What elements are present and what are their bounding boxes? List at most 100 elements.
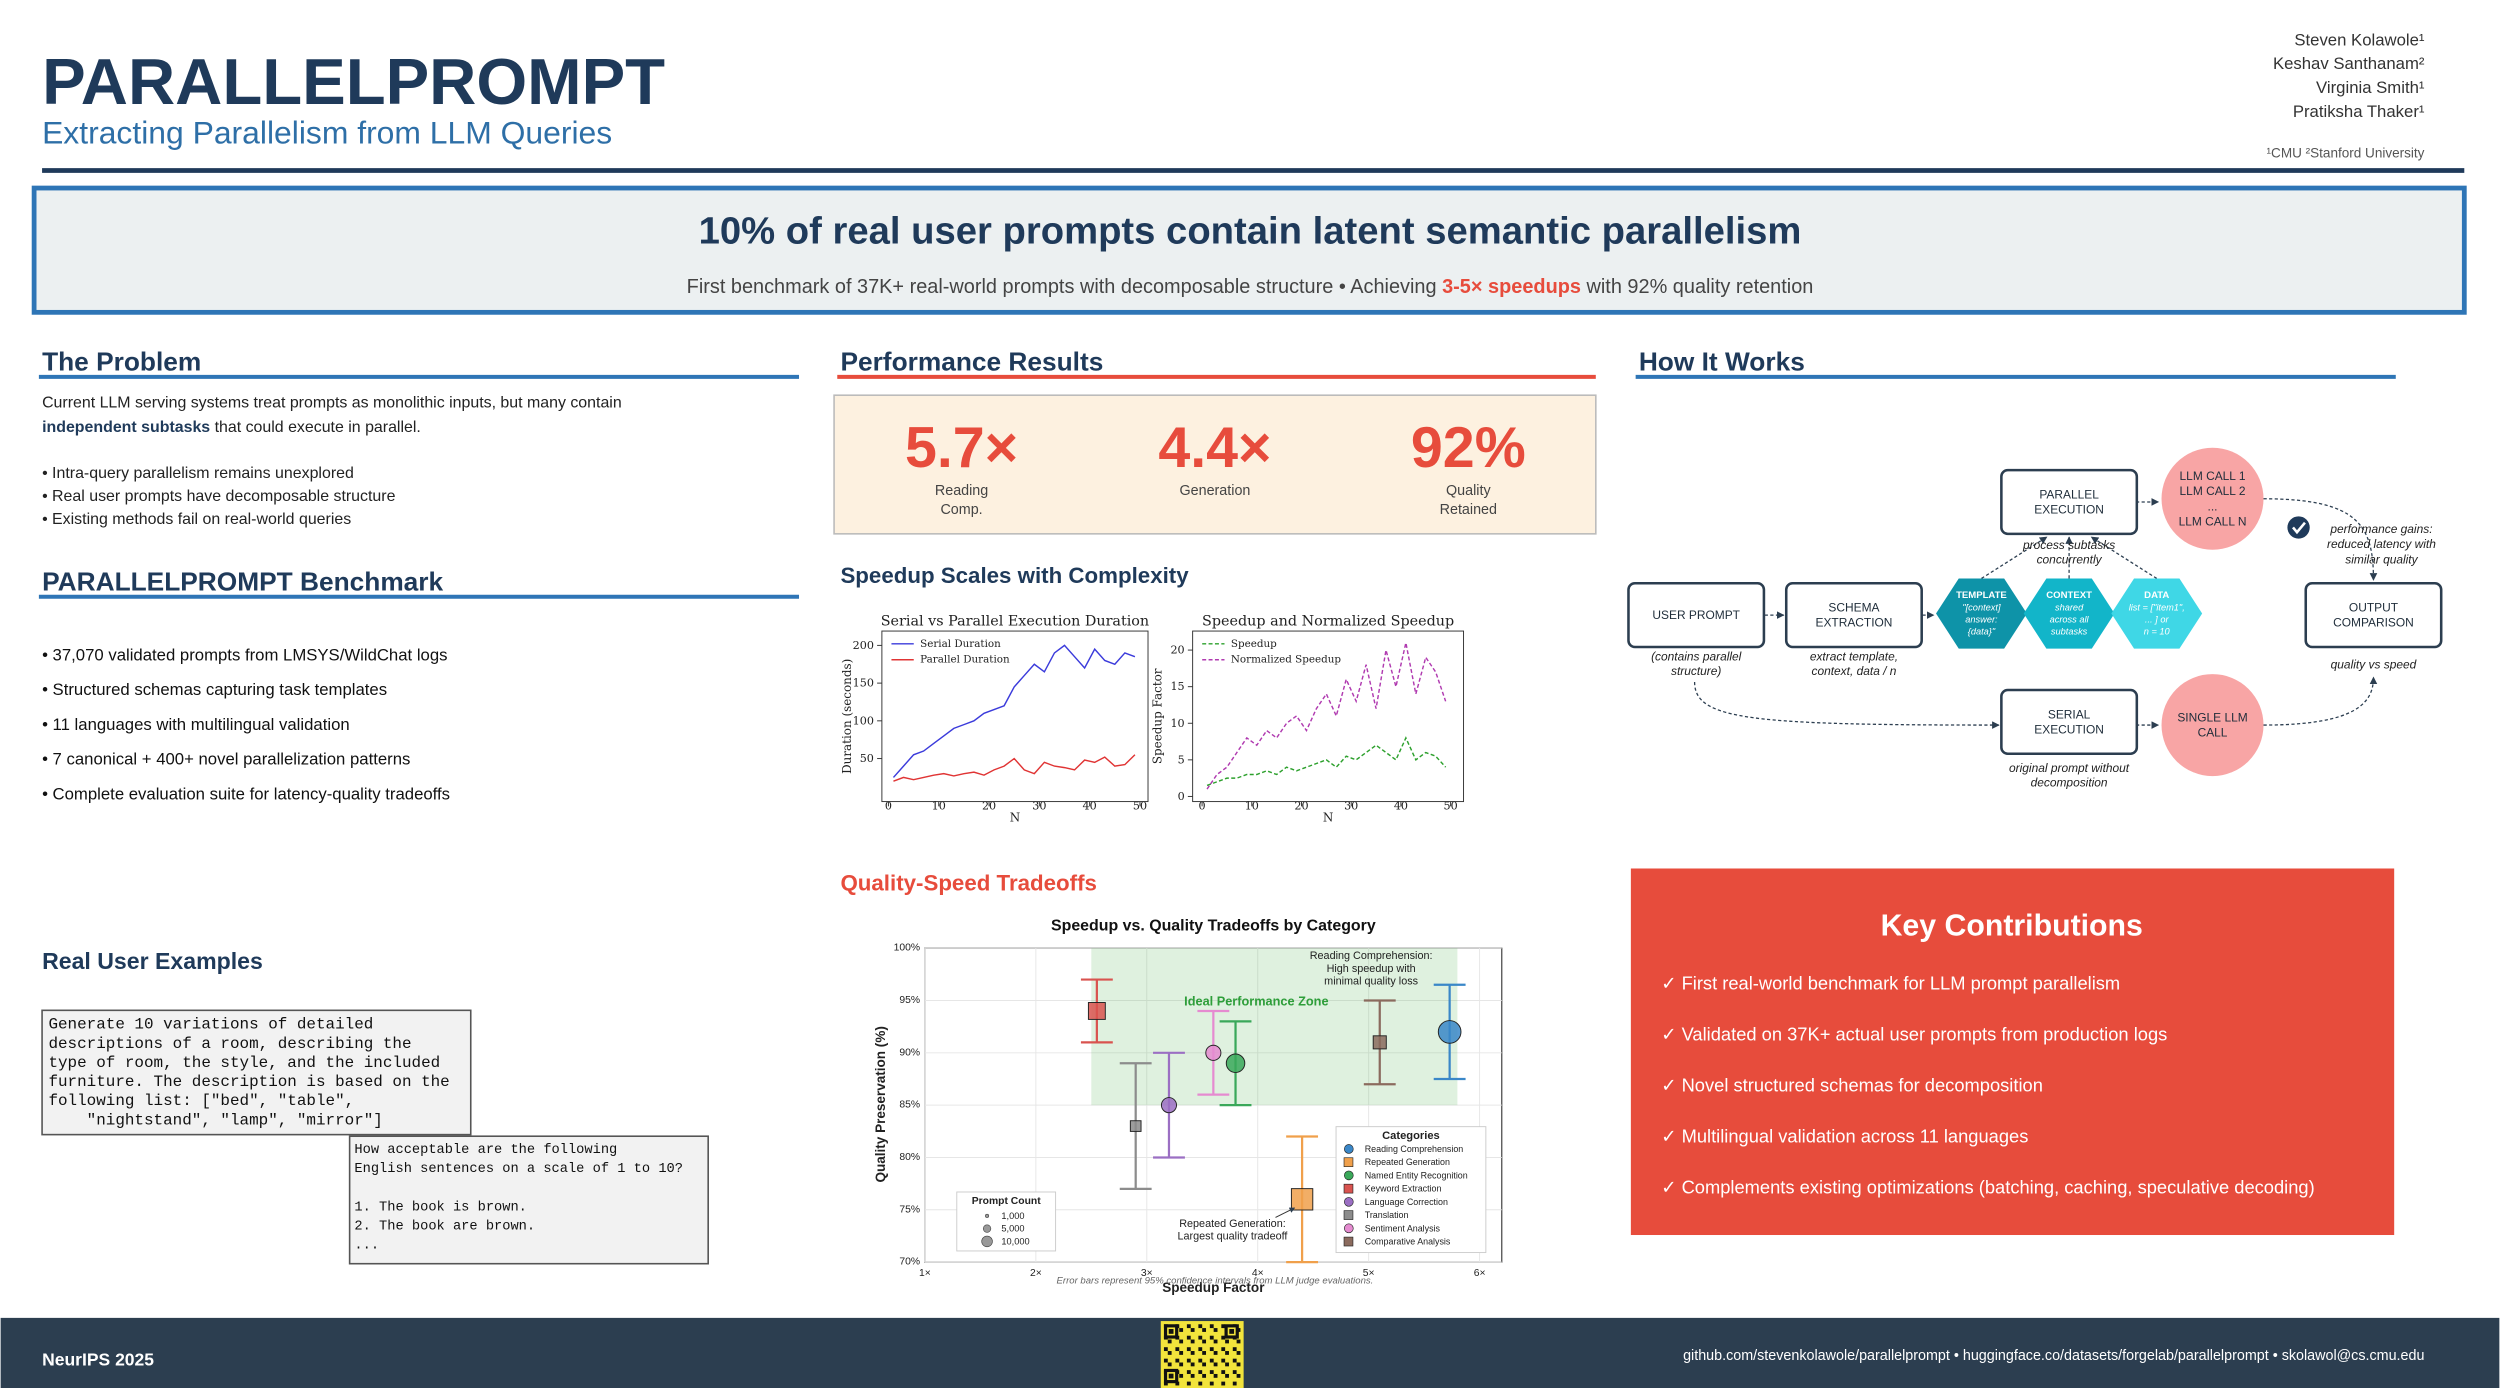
bullet: • Existing methods fail on real-world qu… (42, 511, 351, 528)
y-tick-label: 15 (1170, 680, 1184, 693)
x-tick-label: 20 (1294, 800, 1308, 813)
legend-title: Prompt Count (972, 1196, 1042, 1207)
axis-label: Quality Preservation (%) (873, 1026, 888, 1182)
qr-cell (1179, 1351, 1184, 1355)
axis-label: Speedup Factor (1162, 1280, 1265, 1295)
y-tick-label: 0 (1178, 790, 1185, 803)
annotation: Largest quality tradeoff (1177, 1231, 1288, 1243)
qr-cell (1163, 1347, 1168, 1352)
venue: NeurIPS 2025 (42, 1349, 154, 1369)
node-label: CALL (2198, 726, 2228, 740)
x-tick-label: 5× (1363, 1268, 1375, 1279)
qr-cell (1202, 1328, 1207, 1332)
node-label: OUTPUT (2349, 601, 2399, 615)
example-line: ... (354, 1239, 379, 1254)
annotation-arrow (1275, 1207, 1296, 1218)
stat-label: Quality (1446, 483, 1491, 499)
footnote: Error bars represent 95% confidence inte… (1057, 1276, 1374, 1287)
y-tick-label: 150 (853, 677, 874, 690)
qr-cell (1232, 1370, 1237, 1374)
legend-label: Translation (1365, 1210, 1409, 1220)
bullet: • Structured schemas capturing task temp… (42, 680, 387, 699)
node-label: COMPARISON (2333, 616, 2414, 630)
bullet: • Real user prompts have decomposable st… (42, 488, 396, 505)
legend-swatch (1343, 1157, 1354, 1167)
text-run: 3-5× speedups (1442, 276, 1581, 298)
bullet: • 37,070 validated prompts from LMSYS/Wi… (42, 645, 447, 664)
qr-cell (1190, 1339, 1195, 1344)
qr-cell (1213, 1362, 1218, 1367)
qr-cell (1236, 1351, 1241, 1355)
qr-cell (1209, 1347, 1214, 1352)
qr-code (1160, 1321, 1244, 1388)
legend-box (1335, 1126, 1487, 1254)
legend-swatch (1344, 1197, 1354, 1207)
qr-cell (1167, 1362, 1172, 1367)
data-point (1372, 1035, 1387, 1050)
plot-frame (1192, 630, 1465, 803)
qr-cell (1213, 1339, 1218, 1344)
stat-value: 92% (1411, 416, 1526, 480)
node-label: "[context] (1962, 603, 2001, 613)
data-point (1225, 1053, 1246, 1074)
y-tick-label: 90% (899, 1047, 920, 1058)
y-tick-label: 50 (860, 752, 874, 765)
qr-cell (1175, 1347, 1180, 1352)
qr-cell (1236, 1373, 1241, 1378)
author: Virginia Smith¹ (2316, 78, 2425, 97)
note: reduced latency with (2327, 537, 2436, 551)
qr-cell (1236, 1362, 1241, 1367)
stat-label: Retained (1440, 502, 1497, 518)
qr-cell (1198, 1358, 1203, 1363)
flow-arrow (2263, 498, 2378, 581)
poster-subtitle: Extracting Parallelism from LLM Queries (42, 114, 612, 150)
author: Steven Kolawole¹ (2294, 30, 2425, 49)
x-tick-label: 30 (1032, 800, 1046, 813)
qr-finder (1168, 1329, 1174, 1334)
x-tick-label: 6× (1474, 1268, 1486, 1279)
node-label: shared (2055, 603, 2084, 613)
qr-cell (1232, 1381, 1237, 1386)
qr-cell (1198, 1347, 1203, 1352)
qr-cell (1186, 1335, 1191, 1340)
text-run: First benchmark of 37K+ real-world promp… (687, 276, 1442, 298)
legend-swatch (1344, 1223, 1354, 1234)
node-label: SCHEMA (1828, 601, 1879, 615)
flow-node (1627, 581, 1766, 649)
data-point (1290, 1188, 1314, 1211)
legend-label: Normalized Speedup (1231, 654, 1342, 666)
section-heading: Performance Results (840, 347, 1103, 377)
node-label: EXECUTION (2034, 722, 2104, 736)
contribution: ✓ Multilingual validation across 11 lang… (1661, 1126, 2028, 1147)
example-line: 1. The book is brown. (354, 1200, 527, 1215)
example-line: furniture. The description is based on t… (48, 1073, 449, 1091)
qr-cell (1190, 1328, 1195, 1332)
contribution: ✓ Complements existing optimizations (ba… (1661, 1177, 2315, 1198)
example-line: How acceptable are the following (354, 1143, 617, 1158)
section-heading: How It Works (1639, 347, 1805, 377)
qr-finder (1168, 1373, 1174, 1379)
qr-cell (1190, 1362, 1195, 1367)
flow-arrow (1981, 536, 2048, 580)
flow-arrow (2263, 676, 2378, 726)
footer-links: github.com/stevenkolawole/parallelprompt… (1683, 1348, 2424, 1364)
qr-cell (1179, 1373, 1184, 1378)
flow-node (2000, 688, 2139, 756)
qr-cell (1175, 1381, 1180, 1386)
x-tick-label: 0 (885, 800, 892, 813)
qr-cell (1225, 1373, 1229, 1378)
size-swatch (985, 1213, 990, 1218)
flow-node (2161, 674, 2264, 777)
qr-cell (1209, 1324, 1214, 1329)
check-mark (2292, 521, 2306, 535)
author: Keshav Santhanam² (2273, 54, 2425, 73)
legend-swatch (1343, 1236, 1354, 1247)
node-label: ... ] or (2145, 615, 2170, 625)
stat-value: 5.7× (905, 416, 1018, 480)
poster-title: PARALLELPROMPT (42, 45, 665, 118)
qr-cell (1190, 1351, 1195, 1355)
subheading: Quality-Speed Tradeoffs (840, 870, 1096, 895)
legend-swatch (1344, 1170, 1354, 1181)
data-point (1160, 1097, 1178, 1114)
